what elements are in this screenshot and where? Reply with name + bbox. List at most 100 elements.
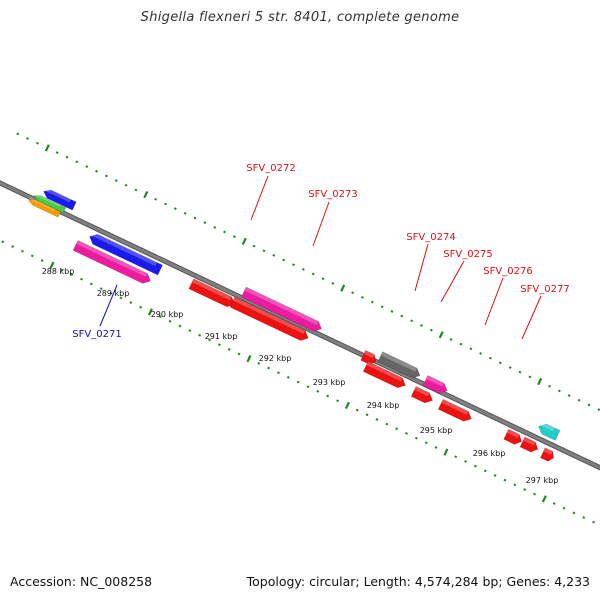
gene-arrow[interactable]	[87, 232, 163, 276]
minor-tick	[30, 254, 34, 258]
minor-tick	[489, 356, 492, 360]
minor-tick	[572, 511, 576, 515]
minor-tick	[449, 338, 453, 341]
minor-tick	[473, 464, 477, 468]
minor-tick	[267, 366, 271, 370]
gene-arrow[interactable]	[241, 286, 323, 334]
gene-arrow[interactable]	[229, 296, 311, 343]
minor-tick	[557, 389, 561, 393]
minor-tick	[361, 296, 364, 299]
gene-feature[interactable]	[519, 436, 540, 454]
minor-tick	[183, 211, 187, 215]
gene-highlight	[380, 351, 417, 372]
gene-feature[interactable]	[87, 231, 163, 276]
minor-tick	[385, 422, 389, 426]
gene-arrow[interactable]	[33, 193, 67, 214]
major-tick	[49, 261, 55, 269]
minor-tick	[282, 258, 286, 262]
gene-label[interactable]: SFV_0277	[520, 284, 569, 295]
minor-tick	[410, 319, 414, 323]
gene-feature[interactable]	[27, 197, 61, 218]
minor-tick	[217, 343, 221, 347]
gene-highlight	[90, 231, 158, 266]
gene-feature[interactable]	[188, 278, 237, 310]
minor-tick	[139, 305, 143, 309]
gene-labels: SFV_0271 SFV_0272 SFV_0273 SFV_0274 SFV_0275…	[72, 163, 569, 340]
gene-highlight	[244, 287, 319, 325]
minor-tick	[158, 315, 162, 318]
minor-tick	[326, 394, 330, 398]
minor-tick	[21, 249, 24, 253]
gene-arrow[interactable]	[72, 240, 153, 286]
gene-arrow[interactable]	[27, 197, 61, 218]
minor-tick	[208, 338, 211, 342]
major-tick	[246, 355, 252, 363]
minor-tick	[592, 520, 596, 524]
minor-tick	[479, 352, 483, 355]
minor-tick	[173, 207, 177, 211]
minor-tick	[351, 291, 355, 295]
minor-tick	[301, 268, 305, 271]
minor-tick	[548, 384, 551, 388]
gene-feature[interactable]	[437, 398, 473, 424]
minor-tick	[493, 474, 497, 477]
minor-tick	[232, 235, 236, 239]
gene-label-leader	[440, 260, 465, 303]
gene-arrow[interactable]	[503, 428, 524, 446]
gene-feature[interactable]	[42, 187, 77, 211]
minor-tick	[124, 183, 128, 187]
gene-arrow[interactable]	[377, 351, 422, 381]
gene-label[interactable]: SFV_0272	[246, 163, 295, 174]
minor-tick	[420, 324, 423, 327]
minor-tick	[336, 399, 339, 403]
minor-tick	[262, 249, 266, 253]
gene-feature[interactable]	[241, 286, 323, 334]
gene-highlight	[539, 421, 555, 432]
gene-feature[interactable]	[360, 349, 378, 366]
gene-feature[interactable]	[72, 240, 153, 286]
gene-feature[interactable]	[540, 447, 556, 463]
minor-tick	[365, 413, 369, 417]
gene-feature[interactable]	[422, 375, 449, 395]
minor-tick	[400, 314, 404, 318]
gene-arrow[interactable]	[360, 349, 378, 366]
gene-arrow[interactable]	[536, 421, 561, 441]
gene-feature[interactable]	[536, 421, 561, 441]
gene-arrow[interactable]	[519, 436, 540, 454]
gene-arrow[interactable]	[437, 398, 473, 424]
gene-label-leader	[521, 295, 542, 340]
gene-arrow[interactable]	[362, 361, 407, 391]
gene-highlight	[28, 197, 56, 212]
minor-tick	[508, 366, 512, 369]
scale-label: 295 kbp	[420, 426, 453, 435]
gene-label[interactable]: SFV_0275	[443, 249, 492, 260]
scale-label: 296 kbp	[473, 449, 506, 458]
gene-feature[interactable]	[410, 386, 435, 405]
gene-feature[interactable]	[377, 351, 422, 381]
minor-tick	[80, 277, 83, 281]
minor-tick	[331, 282, 335, 285]
accession-text: Accession: NC_008258	[10, 574, 153, 589]
gene-arrow[interactable]	[540, 447, 556, 463]
gene-highlight	[543, 447, 553, 455]
gene-feature[interactable]	[503, 428, 524, 446]
gene-highlight	[191, 278, 232, 301]
gene-arrow[interactable]	[422, 375, 449, 395]
gene-arrow[interactable]	[410, 386, 435, 405]
minor-tick	[60, 268, 64, 272]
gene-arrow[interactable]	[188, 278, 237, 310]
gene-feature[interactable]	[229, 296, 311, 343]
minor-tick	[562, 506, 566, 510]
minor-tick	[227, 347, 231, 351]
minor-tick	[321, 277, 325, 281]
gene-label[interactable]: SFV_0271	[72, 329, 121, 340]
minor-tick	[65, 155, 69, 159]
gene-label[interactable]: SFV_0274	[406, 232, 455, 243]
minor-tick	[1, 240, 5, 244]
gene-label[interactable]: SFV_0273	[308, 189, 357, 200]
gene-feature[interactable]	[33, 193, 67, 214]
gene-label[interactable]: SFV_0276	[483, 266, 532, 277]
gene-arrow[interactable]	[42, 187, 77, 211]
gene-feature[interactable]	[362, 361, 407, 391]
